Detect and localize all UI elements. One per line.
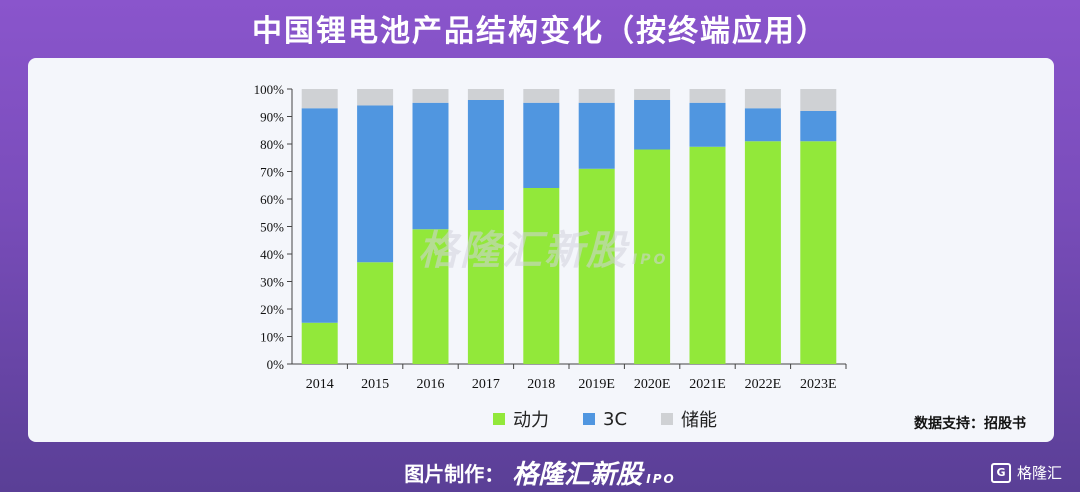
bar-segment: [301, 322, 338, 364]
legend-item-3c: 3C: [583, 409, 627, 430]
bar-segment: [800, 89, 837, 111]
y-tick-label: 40%: [260, 247, 284, 262]
bar-segment: [523, 188, 560, 364]
legend-item-power: 动力: [493, 406, 549, 432]
bar-segment: [467, 89, 504, 100]
y-tick-label: 70%: [260, 165, 284, 180]
legend-item-storage: 储能: [661, 406, 717, 432]
bar-segment: [744, 141, 781, 364]
title-bar: 中国锂电池产品结构变化（按终端应用）: [0, 0, 1080, 56]
x-tick-label: 2020E: [634, 377, 671, 392]
page-title: 中国锂电池产品结构变化（按终端应用）: [252, 14, 828, 49]
y-tick-label: 100%: [254, 82, 285, 97]
y-tick-label: 80%: [260, 137, 284, 152]
bar-segment: [523, 102, 560, 188]
x-tick-label: 2016: [417, 377, 445, 392]
legend: 动力 3C 储能: [493, 406, 717, 432]
bar-segment: [357, 105, 394, 263]
bar-segment: [412, 102, 449, 230]
bar-segment: [800, 111, 837, 142]
x-tick-label: 2018: [527, 377, 555, 392]
bar-segment: [689, 89, 726, 103]
bar-segment: [412, 229, 449, 364]
bar-segment: [689, 102, 726, 147]
bar-segment: [357, 89, 394, 106]
bar-segment: [634, 89, 671, 100]
y-tick-label: 20%: [260, 302, 284, 317]
bar-segment: [467, 100, 504, 210]
chart-card: 0% 10% 20% 30% 40% 50% 60% 70% 80% 90% 100% 2014 201…: [28, 58, 1054, 442]
bar-segment: [357, 262, 394, 364]
bar-segment: [578, 102, 615, 169]
x-tick-label: 2017: [472, 377, 500, 392]
stacked-bar-chart: 0% 10% 20% 30% 40% 50% 60% 70% 80% 90% 100% 2014 201…: [254, 82, 847, 392]
source-note: 数据支持：招股书: [914, 416, 1026, 432]
logo-icon: G: [990, 462, 1011, 483]
bar-segment: [578, 168, 615, 364]
x-tick-label: 2014: [306, 377, 334, 392]
y-tick-label: 30%: [260, 275, 284, 290]
logo-text: 格隆汇: [1016, 464, 1062, 482]
bar-segment: [744, 108, 781, 142]
legend-swatch: [661, 413, 674, 425]
x-tick-label: 2023E: [800, 377, 837, 392]
bar-segment: [301, 108, 338, 323]
footer-logo: G 格隆汇: [990, 462, 1062, 483]
footer-prefix: 图片制作：: [404, 461, 505, 486]
footer: 图片制作： 格隆汇新股 IPO: [0, 452, 1080, 492]
y-tick-label: 90%: [260, 110, 284, 125]
bar-segment: [634, 100, 671, 150]
bar-segment: [578, 89, 615, 103]
footer-brand: 格隆汇新股 IPO: [512, 459, 676, 490]
x-tick-label: 2021E: [689, 377, 726, 392]
legend-label: 储能: [681, 410, 718, 431]
bar-segment: [634, 149, 671, 364]
x-tick-label: 2015: [361, 377, 389, 392]
bar-segment: [301, 89, 338, 109]
y-tick-label: 60%: [260, 192, 284, 207]
bar-segment: [744, 89, 781, 109]
y-tick-label: 0%: [267, 357, 285, 372]
bar-segment: [412, 89, 449, 103]
legend-label: 3C: [603, 408, 628, 430]
bar-segment: [467, 210, 504, 364]
y-tick-label: 10%: [260, 330, 284, 345]
bar-segment: [523, 89, 560, 103]
bar-segment: [689, 146, 726, 364]
legend-swatch: [493, 413, 505, 425]
legend-swatch: [583, 413, 595, 425]
y-tick-label: 50%: [260, 220, 284, 235]
bar-segment: [800, 141, 837, 364]
legend-label: 动力: [513, 410, 549, 431]
watermark: 格隆汇新股 IPO: [418, 228, 669, 274]
x-tick-label: 2019E: [578, 377, 615, 392]
x-tick-label: 2022E: [745, 377, 782, 392]
